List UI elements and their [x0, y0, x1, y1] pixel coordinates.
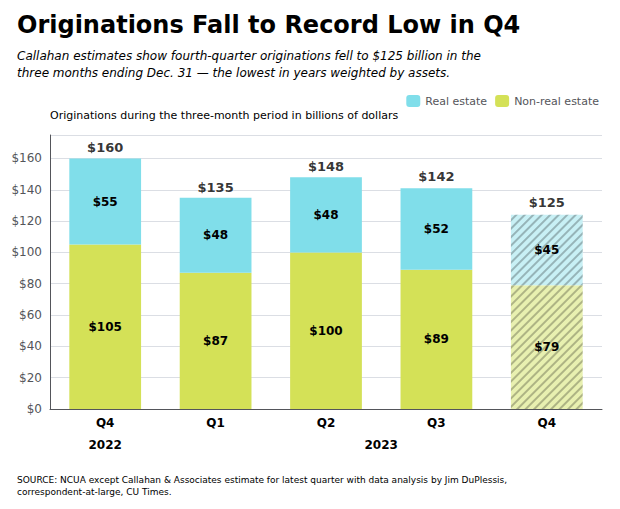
svg-text:$20: $20: [19, 371, 42, 385]
svg-text:Non-real estate: Non-real estate: [514, 95, 599, 108]
svg-text:three months ending Dec. 31 —: three months ending Dec. 31 — the lowest…: [17, 66, 450, 80]
svg-text:$87: $87: [203, 334, 228, 348]
svg-text:$148: $148: [308, 159, 344, 174]
svg-text:$140: $140: [11, 183, 42, 197]
svg-text:$142: $142: [418, 169, 454, 184]
svg-text:$52: $52: [424, 222, 449, 236]
svg-text:$55: $55: [93, 195, 118, 209]
svg-text:Q4: Q4: [96, 416, 115, 430]
svg-text:correspondent-at-large, CU Tim: correspondent-at-large, CU Times.: [17, 487, 172, 497]
svg-text:$0: $0: [27, 402, 42, 416]
svg-text:$160: $160: [11, 151, 42, 165]
svg-text:$40: $40: [19, 339, 42, 353]
svg-text:Originations during the three-: Originations during the three-month peri…: [50, 109, 398, 122]
svg-text:$80: $80: [19, 277, 42, 291]
svg-text:$48: $48: [313, 208, 338, 222]
svg-text:$48: $48: [203, 228, 228, 242]
svg-text:SOURCE: NCUA except Callahan &: SOURCE: NCUA except Callahan & Associate…: [17, 475, 510, 485]
svg-text:$125: $125: [529, 195, 565, 210]
svg-text:$100: $100: [11, 245, 42, 259]
svg-text:Real estate: Real estate: [425, 95, 487, 108]
svg-text:$79: $79: [534, 340, 559, 354]
svg-text:$160: $160: [87, 140, 123, 155]
svg-text:$105: $105: [88, 320, 121, 334]
svg-text:Q3: Q3: [427, 416, 446, 430]
svg-text:$60: $60: [19, 308, 42, 322]
svg-text:$135: $135: [198, 180, 234, 195]
svg-text:$89: $89: [424, 332, 449, 346]
svg-text:Q1: Q1: [206, 416, 225, 430]
svg-text:$100: $100: [309, 324, 342, 338]
svg-text:2022: 2022: [88, 438, 121, 452]
svg-text:$120: $120: [11, 214, 42, 228]
svg-text:2023: 2023: [364, 438, 397, 452]
svg-text:Callahan estimates show fourth: Callahan estimates show fourth-quarter o…: [17, 49, 481, 63]
svg-text:Q2: Q2: [317, 416, 336, 430]
svg-text:Originations Fall to Record Lo: Originations Fall to Record Low in Q4: [17, 11, 520, 39]
svg-text:Q4: Q4: [538, 416, 557, 430]
svg-text:$45: $45: [534, 243, 559, 257]
